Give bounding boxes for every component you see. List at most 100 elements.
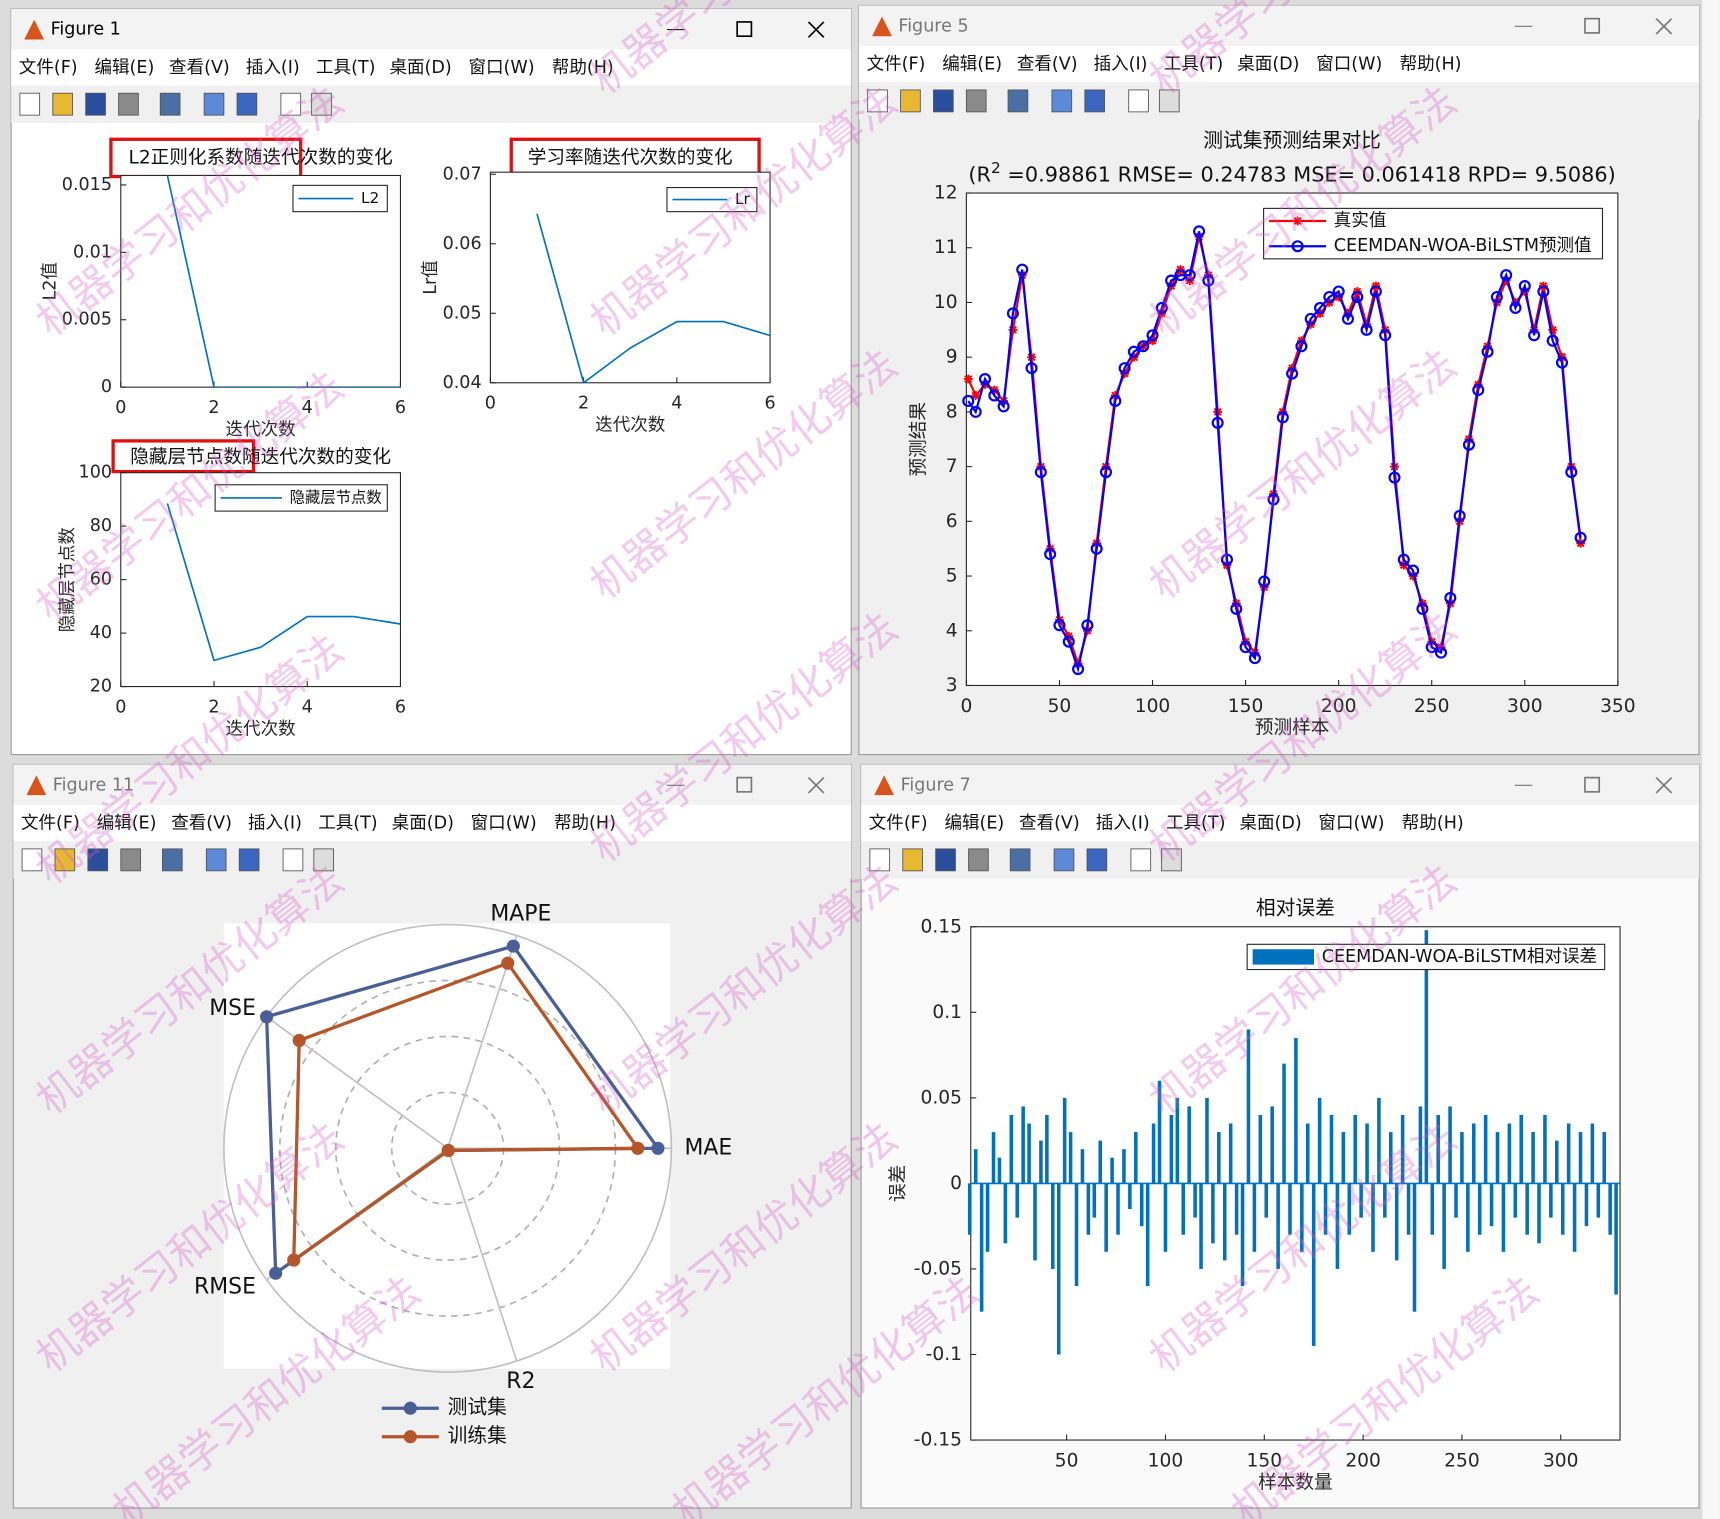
- menu-item[interactable]: 窗口(W): [468, 58, 534, 78]
- menu-item[interactable]: 插入(I): [248, 814, 302, 834]
- menu-item[interactable]: 窗口(W): [471, 814, 537, 834]
- menu-item[interactable]: 帮助(H): [1402, 814, 1464, 834]
- toolbar-button[interactable]: [1130, 848, 1152, 872]
- menu-item[interactable]: 工具(T): [1164, 55, 1223, 75]
- toolbar-button[interactable]: [311, 92, 332, 116]
- toolbar-button[interactable]: [933, 89, 954, 113]
- data-point: [1239, 641, 1252, 654]
- toolbar-button[interactable]: [159, 92, 181, 116]
- data-point: [1369, 285, 1382, 298]
- menu-item[interactable]: 窗口(W): [1318, 814, 1384, 834]
- toolbar-button[interactable]: [902, 848, 923, 872]
- menu-item[interactable]: 文件(F): [19, 58, 78, 78]
- toolbar-button[interactable]: [900, 89, 921, 113]
- toolbar-button[interactable]: [968, 848, 989, 872]
- maximize-button[interactable]: [1584, 776, 1601, 793]
- toolbar-button[interactable]: [1084, 89, 1106, 113]
- toolbar-button[interactable]: [19, 92, 41, 116]
- menu-item[interactable]: 编辑(E): [944, 814, 1004, 834]
- data-point: [963, 374, 973, 384]
- maximize-button[interactable]: [736, 21, 753, 38]
- menu-item[interactable]: 文件(F): [869, 814, 928, 834]
- bar: [1305, 1123, 1310, 1184]
- menu-item[interactable]: 插入(I): [246, 58, 300, 78]
- toolbar-button[interactable]: [162, 848, 183, 872]
- menu-item[interactable]: 工具(T): [316, 58, 375, 78]
- menu-item[interactable]: 编辑(E): [97, 814, 157, 834]
- menu-item[interactable]: 文件(F): [867, 55, 926, 75]
- legend-label: CEEMDAN-WOA-BiLSTM预测值: [1334, 236, 1592, 256]
- x-axis-label: 迭代次数: [226, 420, 297, 440]
- toolbar-button[interactable]: [120, 848, 141, 872]
- bar: [1353, 1114, 1357, 1184]
- data-point: [1481, 345, 1494, 358]
- y-tick-label: 0.06: [443, 234, 482, 254]
- menu-item[interactable]: 编辑(E): [942, 55, 1002, 75]
- toolbar-button[interactable]: [236, 92, 258, 116]
- toolbar-button[interactable]: [1009, 848, 1031, 872]
- bar: [1258, 1114, 1263, 1184]
- menu-item[interactable]: 桌面(D): [392, 814, 454, 834]
- toolbar-button[interactable]: [1086, 848, 1108, 872]
- bar: [1489, 1183, 1494, 1227]
- toolbar-button[interactable]: [867, 89, 888, 113]
- toolbar-button[interactable]: [1051, 89, 1073, 113]
- close-button[interactable]: [807, 777, 825, 794]
- menu-item[interactable]: 桌面(D): [1237, 55, 1299, 75]
- toolbar-button[interactable]: [87, 848, 109, 872]
- menu-item[interactable]: 查看(V): [1017, 55, 1078, 75]
- menu-item[interactable]: 工具(T): [318, 814, 377, 834]
- menu-item[interactable]: 查看(V): [171, 814, 232, 834]
- toolbar-button[interactable]: [21, 848, 43, 872]
- data-point: [1323, 290, 1336, 304]
- close-button[interactable]: [1655, 18, 1673, 35]
- toolbar-button[interactable]: [1161, 848, 1182, 872]
- data-point: [1258, 575, 1271, 588]
- y-tick-label: 0.015: [62, 175, 112, 195]
- toolbar-button[interactable]: [313, 848, 334, 872]
- bar: [997, 1157, 1002, 1184]
- maximize-button[interactable]: [1584, 17, 1601, 34]
- data-point: [1434, 646, 1448, 659]
- menu-item[interactable]: 查看(V): [1019, 814, 1080, 834]
- toolbar-button[interactable]: [869, 848, 891, 872]
- close-button[interactable]: [807, 21, 825, 38]
- bar: [1151, 1123, 1156, 1184]
- toolbar-button[interactable]: [203, 92, 225, 116]
- menu-item[interactable]: 查看(V): [169, 58, 230, 78]
- bar: [1051, 1183, 1055, 1269]
- menu-item[interactable]: 帮助(H): [554, 814, 616, 834]
- close-button[interactable]: [1655, 777, 1673, 794]
- x-axis-label: 样本数量: [1258, 1472, 1333, 1493]
- toolbar-button[interactable]: [118, 92, 139, 116]
- menu-item[interactable]: 窗口(W): [1316, 55, 1382, 75]
- toolbar-button[interactable]: [205, 848, 227, 872]
- menu-item[interactable]: 插入(I): [1096, 814, 1150, 834]
- toolbar-button[interactable]: [282, 848, 304, 872]
- bar: [1323, 1183, 1328, 1235]
- menu-item[interactable]: 帮助(H): [1400, 55, 1462, 75]
- toolbar-button[interactable]: [1128, 89, 1149, 113]
- menu-item[interactable]: 工具(T): [1166, 814, 1225, 834]
- toolbar-button[interactable]: [1053, 848, 1075, 872]
- data-point: [1500, 269, 1513, 282]
- menu-item[interactable]: 桌面(D): [1239, 814, 1301, 834]
- toolbar-button[interactable]: [935, 848, 956, 872]
- menu-item[interactable]: 文件(F): [21, 814, 80, 834]
- chart-title: 测试集预测结果对比: [1203, 129, 1381, 152]
- toolbar-button[interactable]: [1158, 89, 1180, 113]
- menu-item[interactable]: 编辑(E): [94, 58, 154, 78]
- menu-item[interactable]: 桌面(D): [389, 58, 451, 78]
- toolbar-button[interactable]: [85, 92, 106, 116]
- toolbar-button[interactable]: [52, 92, 73, 116]
- toolbar-button[interactable]: [238, 848, 260, 872]
- menu-item[interactable]: 插入(I): [1094, 55, 1148, 75]
- toolbar-button[interactable]: [965, 89, 987, 113]
- menu-item[interactable]: 帮助(H): [552, 58, 614, 78]
- bar: [1288, 1183, 1292, 1235]
- toolbar-button[interactable]: [280, 92, 302, 116]
- toolbar-button[interactable]: [1007, 89, 1029, 113]
- maximize-button[interactable]: [736, 776, 753, 793]
- data-point: [1090, 542, 1103, 555]
- toolbar-button[interactable]: [54, 848, 76, 872]
